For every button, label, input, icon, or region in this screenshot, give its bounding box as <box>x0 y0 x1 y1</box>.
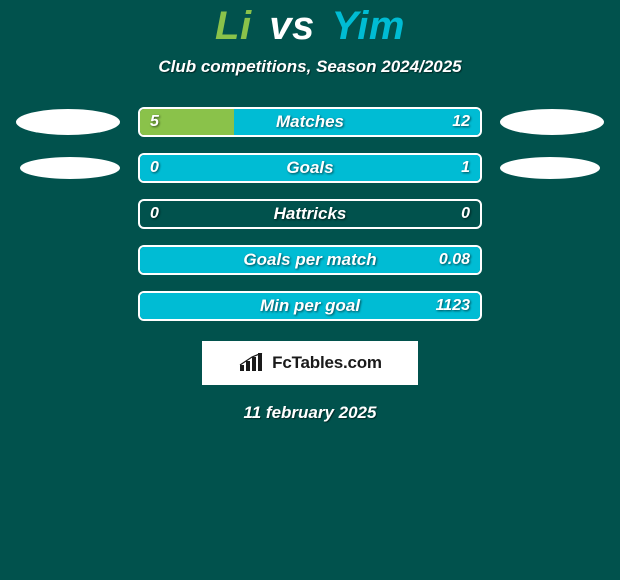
stat-value-right: 12 <box>452 113 470 131</box>
player1-name: Li <box>215 4 252 48</box>
stat-row: 5 Matches 12 <box>0 107 620 137</box>
player2-name: Yim <box>332 4 405 48</box>
stat-label: Matches <box>276 112 344 132</box>
comparison-infographic: Li vs Yim Club competitions, Season 2024… <box>0 0 620 423</box>
stat-row: 0 Goals 1 <box>0 153 620 183</box>
stat-row: Min per goal 1123 <box>0 291 620 321</box>
stat-value-right: 1123 <box>436 297 470 315</box>
stat-label: Hattricks <box>274 204 347 224</box>
stat-label: Goals per match <box>243 250 376 270</box>
player1-avatar-placeholder <box>16 109 120 135</box>
stat-value-left: 0 <box>150 205 159 223</box>
attribution-badge: FcTables.com <box>202 341 418 385</box>
stat-value-right: 0 <box>461 205 470 223</box>
stat-value-left: 5 <box>150 113 159 131</box>
stat-bar-fill-right <box>234 109 481 135</box>
bar-chart-icon <box>238 353 266 373</box>
stat-label: Min per goal <box>260 296 360 316</box>
stat-bar: 5 Matches 12 <box>138 107 482 137</box>
player1-avatar-placeholder <box>20 157 120 179</box>
stat-value-right: 0.08 <box>439 251 470 269</box>
player2-avatar-placeholder <box>500 157 600 179</box>
stat-value-left: 0 <box>150 159 159 177</box>
date-text: 11 february 2025 <box>244 403 377 423</box>
stat-label: Goals <box>286 158 333 178</box>
player2-avatar-placeholder <box>500 109 604 135</box>
stat-bar: Min per goal 1123 <box>138 291 482 321</box>
stat-bar: Goals per match 0.08 <box>138 245 482 275</box>
stat-rows: 5 Matches 12 0 Goals 1 0 Hattricks 0 Goals per ma… <box>0 107 620 321</box>
attribution-text: FcTables.com <box>272 353 382 373</box>
stat-bar: 0 Hattricks 0 <box>138 199 482 229</box>
stat-row: 0 Hattricks 0 <box>0 199 620 229</box>
stat-bar: 0 Goals 1 <box>138 153 482 183</box>
stat-row: Goals per match 0.08 <box>0 245 620 275</box>
stat-value-right: 1 <box>461 159 470 177</box>
title: Li vs Yim <box>215 4 405 49</box>
subtitle: Club competitions, Season 2024/2025 <box>158 57 461 77</box>
vs-separator: vs <box>269 4 315 48</box>
